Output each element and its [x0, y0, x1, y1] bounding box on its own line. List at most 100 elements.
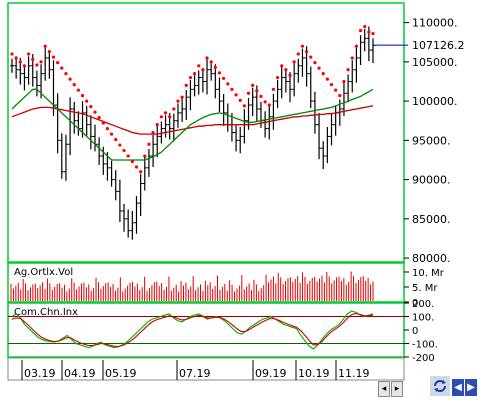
x-tick-label: 03.19 — [24, 367, 56, 380]
sar-dot — [22, 64, 27, 68]
sar-dot — [39, 60, 43, 64]
x-tick-label: 07.19 — [179, 367, 211, 380]
price-y-tick-label: 105000. — [412, 56, 458, 69]
sar-dot — [80, 94, 85, 98]
sar-dot — [226, 82, 230, 86]
oscillator-y-tick-label: 200. — [412, 299, 434, 310]
oscillator-panel-title: Com.Chn.Inx — [14, 307, 78, 318]
sar-dot — [334, 88, 338, 92]
sar-dot — [342, 79, 346, 84]
oscillator-y-tick-label: 0 — [412, 326, 418, 337]
sar-dot — [85, 99, 89, 103]
x-tick-label: 05.19 — [105, 367, 137, 380]
ma-slow-line — [11, 105, 374, 135]
sar-dot — [35, 63, 39, 67]
sar-dot — [139, 170, 143, 174]
refresh-button[interactable] — [430, 376, 450, 396]
arrow-right-icon: ▸ — [394, 384, 400, 394]
sar-dot — [313, 61, 317, 65]
sar-dot — [10, 52, 14, 56]
sar-dot — [325, 77, 329, 81]
sar-dot — [367, 30, 371, 34]
sar-dot — [238, 98, 242, 102]
volume-panel-title: Ag.Ortlx.Vol — [14, 267, 73, 278]
sar-dot — [155, 123, 159, 127]
sar-dot — [205, 56, 209, 60]
sar-dot — [363, 24, 367, 29]
sar-dot — [184, 83, 188, 88]
x-tick-label: 10.19 — [298, 367, 330, 380]
sar-dot — [354, 44, 359, 48]
volume-y-tick-label: 10. Mr — [412, 268, 445, 279]
sar-dot — [213, 65, 217, 69]
arrow-right-icon: ▶ — [467, 382, 475, 393]
sar-dot — [101, 121, 105, 125]
cci-signal-line — [11, 312, 374, 348]
sar-dot — [14, 56, 18, 60]
sar-dot — [172, 107, 176, 111]
sar-dot — [217, 71, 222, 75]
price-y-tick-label: 80000. — [412, 252, 451, 265]
sar-dot — [97, 115, 101, 120]
sar-dot — [234, 93, 238, 97]
oscillator-y-tick-label: 100. — [412, 313, 434, 324]
x-tick-label: 11.19 — [338, 367, 370, 380]
volume-y-tick-label: 0 — [412, 298, 418, 309]
sar-dot — [292, 60, 296, 64]
sar-dot — [275, 75, 280, 80]
sar-dot — [350, 56, 354, 60]
sar-dot — [147, 142, 151, 146]
sar-dot — [271, 87, 276, 91]
sar-dot — [188, 75, 193, 80]
sar-dot — [168, 115, 172, 119]
sar-dot — [230, 87, 234, 91]
price-y-tick-label: 100000. — [412, 95, 458, 108]
sar-dot — [242, 104, 246, 108]
sar-dot — [68, 77, 72, 81]
sar-dot — [93, 110, 97, 114]
sar-dot — [259, 94, 263, 98]
prev-button[interactable]: ◀ — [452, 379, 464, 396]
sar-dot — [251, 83, 255, 88]
next-button[interactable]: ▶ — [465, 379, 477, 396]
sar-dot — [26, 52, 31, 56]
sar-dot — [263, 100, 267, 104]
sar-dot — [56, 61, 60, 65]
sar-dot — [338, 94, 342, 98]
sar-dot — [180, 95, 184, 99]
sar-dot — [43, 44, 47, 48]
sar-dot — [296, 52, 300, 56]
price-panel-frame — [7, 2, 405, 263]
x-tick-label: 04.19 — [64, 367, 96, 380]
sar-dot — [317, 66, 321, 70]
arrow-left-icon: ◀ — [454, 382, 462, 393]
sar-dot — [192, 72, 197, 76]
sar-dot — [309, 55, 313, 59]
sar-dot — [300, 44, 305, 48]
sar-dot — [176, 99, 180, 103]
sar-dot — [222, 76, 226, 80]
arrow-left-icon: ◂ — [381, 384, 387, 394]
sar-dot — [105, 126, 110, 131]
sar-dot — [60, 66, 64, 70]
price-y-tick-label: 95000. — [412, 134, 451, 147]
sar-dot — [159, 115, 163, 119]
sar-dot — [18, 60, 22, 64]
sar-dot — [109, 132, 114, 136]
refresh-icon — [430, 376, 450, 396]
scroll-left-button[interactable]: ◂ — [378, 381, 390, 397]
sar-dot — [280, 64, 284, 68]
price-y-tick-label: 90000. — [412, 174, 451, 187]
scroll-right-button[interactable]: ▸ — [391, 381, 403, 397]
sar-dot — [284, 68, 288, 72]
oscillator-y-tick-label: -200 — [412, 353, 435, 364]
sar-dot — [114, 137, 118, 142]
sar-dot — [76, 88, 80, 92]
sar-dot — [89, 105, 93, 109]
sar-dot — [346, 68, 350, 72]
sar-dot — [118, 143, 122, 147]
cci-line — [11, 310, 374, 350]
sar-dot — [64, 72, 68, 76]
sar-dot — [143, 154, 147, 158]
